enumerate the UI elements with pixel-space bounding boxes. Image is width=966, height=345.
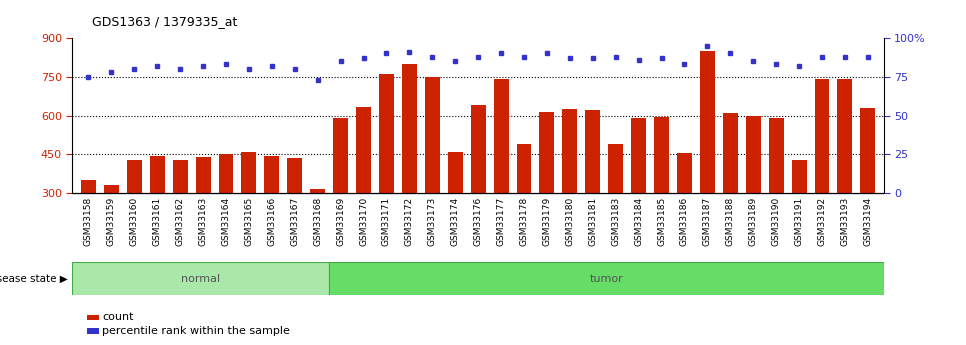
Bar	[517, 144, 531, 193]
Bar	[585, 110, 600, 193]
Bar	[791, 159, 807, 193]
Text: GSM33181: GSM33181	[588, 197, 597, 246]
Bar	[329, 262, 884, 295]
Bar	[242, 152, 256, 193]
Text: GSM33191: GSM33191	[795, 197, 804, 246]
Text: GSM33188: GSM33188	[725, 197, 735, 246]
Bar	[425, 77, 440, 193]
Text: disease state ▶: disease state ▶	[0, 274, 68, 284]
Text: GSM33185: GSM33185	[657, 197, 666, 246]
Text: GSM33164: GSM33164	[221, 197, 231, 246]
Bar	[562, 109, 578, 193]
Bar	[700, 51, 715, 193]
Text: GSM33159: GSM33159	[107, 197, 116, 246]
Text: GSM33179: GSM33179	[543, 197, 552, 246]
Text: GSM33170: GSM33170	[359, 197, 368, 246]
Text: GSM33165: GSM33165	[244, 197, 253, 246]
Text: GSM33180: GSM33180	[565, 197, 575, 246]
Text: GSM33176: GSM33176	[473, 197, 483, 246]
Bar	[150, 156, 165, 193]
Text: GSM33171: GSM33171	[382, 197, 391, 246]
Bar	[310, 189, 326, 193]
Text: GSM33174: GSM33174	[451, 197, 460, 246]
Bar	[127, 159, 142, 193]
Text: GSM33163: GSM33163	[199, 197, 208, 246]
Text: GSM33189: GSM33189	[749, 197, 757, 246]
Bar	[677, 153, 692, 193]
Text: percentile rank within the sample: percentile rank within the sample	[102, 326, 290, 336]
Text: normal: normal	[182, 274, 220, 284]
Bar	[654, 117, 669, 193]
Text: GSM33166: GSM33166	[268, 197, 276, 246]
Bar	[861, 108, 875, 193]
Bar	[746, 116, 760, 193]
Text: GSM33168: GSM33168	[313, 197, 323, 246]
Text: GSM33187: GSM33187	[703, 197, 712, 246]
Bar	[631, 118, 646, 193]
Text: GSM33177: GSM33177	[497, 197, 505, 246]
Bar	[104, 186, 119, 193]
Text: GSM33178: GSM33178	[520, 197, 528, 246]
Text: GSM33158: GSM33158	[84, 197, 93, 246]
Text: GSM33172: GSM33172	[405, 197, 413, 246]
Bar	[402, 64, 417, 193]
Bar	[609, 144, 623, 193]
Text: GSM33173: GSM33173	[428, 197, 437, 246]
Text: GDS1363 / 1379335_at: GDS1363 / 1379335_at	[92, 14, 237, 28]
Bar	[379, 74, 394, 193]
Text: GSM33192: GSM33192	[817, 197, 827, 246]
Text: GSM33169: GSM33169	[336, 197, 345, 246]
Bar	[265, 156, 279, 193]
Bar	[448, 152, 463, 193]
Bar	[539, 112, 554, 193]
Text: GSM33194: GSM33194	[864, 197, 872, 246]
Bar	[356, 107, 371, 193]
Text: tumor: tumor	[589, 274, 623, 284]
Text: GSM33193: GSM33193	[840, 197, 849, 246]
Bar	[173, 159, 187, 193]
Bar	[196, 157, 211, 193]
Text: GSM33161: GSM33161	[153, 197, 161, 246]
Text: GSM33190: GSM33190	[772, 197, 781, 246]
Bar	[723, 113, 738, 193]
Bar	[81, 180, 96, 193]
Bar	[838, 79, 852, 193]
Text: GSM33167: GSM33167	[291, 197, 299, 246]
Text: count: count	[102, 313, 134, 322]
Bar	[814, 79, 830, 193]
Bar	[494, 79, 508, 193]
Bar	[333, 118, 348, 193]
Text: GSM33184: GSM33184	[634, 197, 643, 246]
Text: GSM33186: GSM33186	[680, 197, 689, 246]
Bar	[769, 118, 783, 193]
Bar	[72, 262, 329, 295]
Text: GSM33162: GSM33162	[176, 197, 185, 246]
Bar	[470, 105, 486, 193]
Text: GSM33160: GSM33160	[129, 197, 139, 246]
Bar	[287, 158, 302, 193]
Bar	[218, 155, 234, 193]
Text: GSM33183: GSM33183	[611, 197, 620, 246]
